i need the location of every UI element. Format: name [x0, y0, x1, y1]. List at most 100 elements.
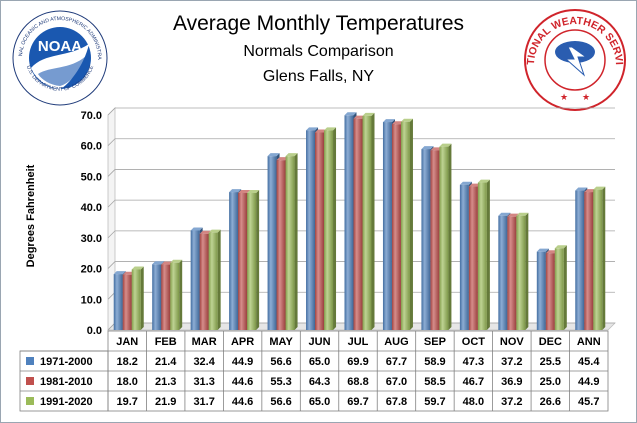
bar-top [190, 227, 203, 231]
bar-top [459, 181, 472, 185]
x-category-label: JUN [309, 336, 331, 348]
data-table-value: 65.0 [309, 356, 330, 368]
bar [199, 233, 209, 330]
data-table-value: 67.8 [386, 396, 407, 408]
gridline [107, 107, 615, 116]
y-tick-label: 30.0 [81, 233, 102, 245]
data-table-value: 65.0 [309, 396, 330, 408]
bar [430, 150, 440, 330]
data-table-value: 58.5 [424, 376, 445, 388]
bar-side [333, 127, 337, 330]
bar [536, 251, 546, 330]
bar [507, 216, 517, 330]
data-table-value: 21.3 [155, 376, 176, 388]
bar [238, 193, 248, 330]
bar-top [229, 189, 242, 193]
data-table-value: 44.6 [232, 396, 253, 408]
bar [152, 264, 162, 330]
bar-top [400, 118, 413, 122]
data-table-value: 36.9 [501, 376, 522, 388]
bar-top [421, 146, 434, 150]
bar-top [170, 259, 183, 263]
bar [208, 232, 218, 330]
bar [516, 215, 526, 330]
bar-side [602, 186, 606, 330]
bar [344, 115, 354, 330]
data-table-value: 69.9 [347, 356, 368, 368]
bar-top [554, 245, 567, 249]
star-icon: ★ [560, 92, 568, 102]
bar-side [371, 112, 375, 331]
data-table-value: 58.9 [424, 356, 445, 368]
bar-top [285, 153, 298, 157]
bar [353, 118, 363, 330]
data-table-value: 44.9 [232, 356, 253, 368]
bar [477, 182, 487, 330]
noaa-logo: NOAA NATIONAL OCEANIC AND ATMOSPHERIC AD… [10, 8, 108, 106]
bar-top [516, 212, 529, 216]
bar-top [306, 127, 319, 131]
x-category-label: JAN [116, 336, 138, 348]
data-table-value: 44.9 [578, 376, 599, 388]
bar [362, 115, 372, 331]
bar-side [409, 118, 413, 330]
bar-top [575, 187, 588, 191]
bar-top [382, 119, 395, 123]
data-table-value: 56.6 [270, 396, 291, 408]
bar-top [238, 190, 251, 194]
bar-top [362, 112, 375, 116]
data-table-value: 67.7 [386, 356, 407, 368]
bar-side [140, 266, 144, 330]
x-category-label: DEC [539, 336, 562, 348]
bar-top [477, 179, 490, 183]
data-table-value: 25.0 [540, 376, 561, 388]
bar-side [448, 143, 452, 330]
bar [324, 130, 334, 330]
y-tick-label: 0.0 [87, 325, 102, 337]
bar [113, 274, 123, 330]
bar [267, 156, 277, 330]
bar [247, 193, 257, 330]
star-icon: ★ [582, 92, 590, 102]
y-tick-label: 70.0 [81, 110, 102, 122]
data-table-value: 21.4 [155, 356, 177, 368]
y-tick-label: 50.0 [81, 171, 102, 183]
x-category-label: ANN [577, 336, 601, 348]
y-tick-label: 60.0 [81, 141, 102, 153]
x-category-label: SEP [424, 336, 446, 348]
bar-side [563, 245, 567, 330]
data-table-value: 45.4 [578, 356, 600, 368]
data-table-value: 26.6 [540, 396, 561, 408]
bar [315, 132, 325, 330]
bar-side [486, 179, 490, 330]
bar [170, 262, 180, 330]
data-table-value: 64.3 [309, 376, 330, 388]
bar [285, 156, 295, 330]
data-table-value: 55.3 [270, 376, 291, 388]
bar-top [113, 271, 126, 275]
bar [382, 122, 392, 330]
data-table-value: 31.3 [193, 376, 214, 388]
x-category-label: FEB [155, 336, 177, 348]
data-table-value: 46.7 [463, 376, 484, 388]
bar-top [267, 153, 280, 157]
bar-top [536, 248, 549, 252]
data-table-value: 25.5 [540, 356, 561, 368]
data-table-value: 69.7 [347, 396, 368, 408]
bar [584, 192, 594, 330]
bar [306, 130, 316, 330]
bar [439, 146, 449, 330]
x-category-label: MAY [269, 336, 293, 348]
legend-swatch [26, 397, 34, 405]
bar [131, 269, 141, 330]
data-table-value: 18.2 [117, 356, 138, 368]
data-table-value: 48.0 [463, 396, 484, 408]
data-table-value: 56.6 [270, 356, 291, 368]
bar [593, 189, 603, 330]
bar-side [525, 212, 529, 330]
y-tick-label: 40.0 [81, 202, 102, 214]
y-tick-label: 10.0 [81, 294, 102, 306]
data-table-value: 45.7 [578, 396, 599, 408]
bar [276, 160, 286, 330]
